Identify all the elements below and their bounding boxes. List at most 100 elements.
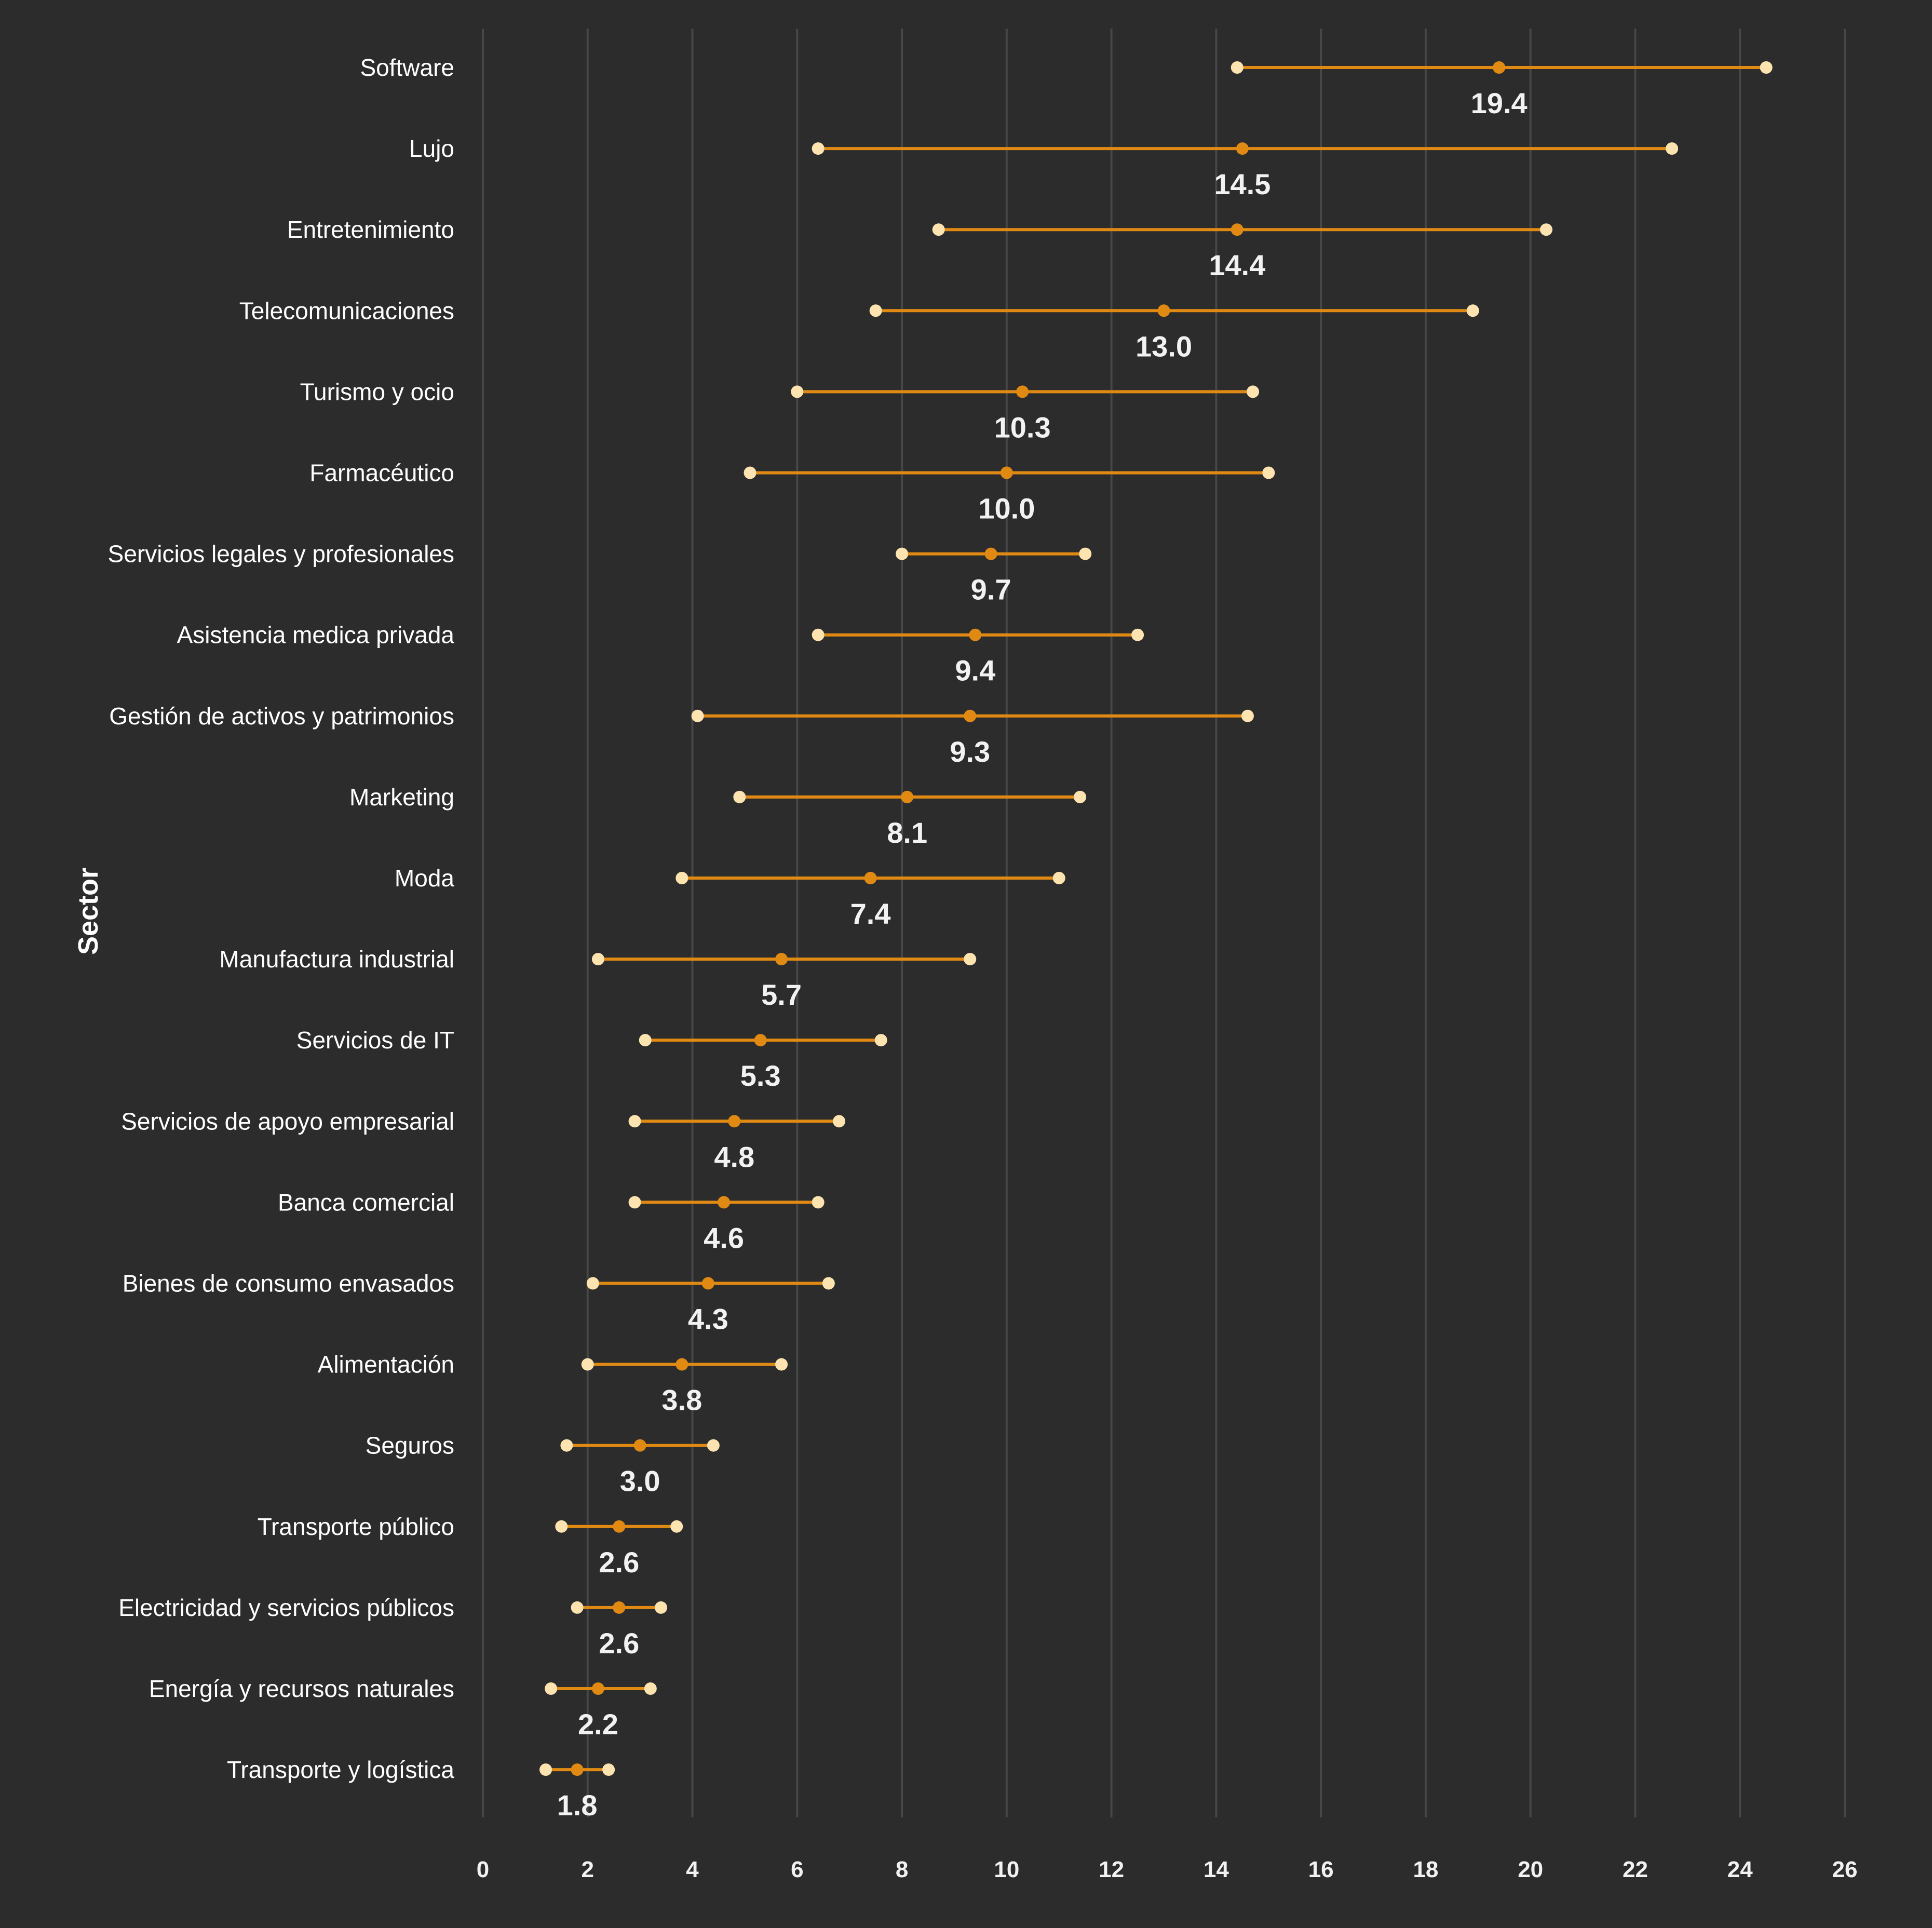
dumbbell-row: 1.8 — [539, 1763, 615, 1822]
max-marker — [833, 1115, 846, 1128]
max-marker — [1052, 872, 1065, 884]
x-tick-label: 0 — [477, 1857, 489, 1882]
min-marker — [628, 1115, 641, 1128]
max-marker — [655, 1601, 668, 1614]
value-label: 10.0 — [978, 492, 1035, 525]
median-marker — [675, 1358, 688, 1371]
min-marker — [1231, 61, 1244, 74]
dumbbell-row: 9.4 — [812, 628, 1144, 687]
x-tick-label: 10 — [994, 1857, 1019, 1882]
dumbbell-row: 4.3 — [586, 1277, 835, 1336]
gridlines — [482, 29, 1846, 1817]
max-marker — [1666, 142, 1679, 155]
median-marker — [728, 1115, 741, 1128]
category-label: Servicios de IT — [296, 1027, 454, 1054]
median-marker — [1016, 385, 1029, 398]
min-marker — [733, 790, 746, 803]
value-label: 13.0 — [1136, 330, 1192, 362]
dumbbell-row: 14.4 — [932, 223, 1552, 281]
dumbbell-row: 9.7 — [896, 547, 1092, 606]
x-tick-label: 16 — [1308, 1857, 1334, 1882]
max-marker — [1760, 61, 1773, 74]
min-marker — [545, 1682, 558, 1695]
dumbbell-row: 14.5 — [812, 142, 1679, 200]
max-marker — [1466, 304, 1479, 317]
y-axis-category-labels: Software Lujo Entretenimiento Telecomunicac… — [108, 54, 455, 1783]
x-tick-label: 22 — [1623, 1857, 1648, 1882]
min-marker — [791, 385, 804, 398]
x-tick-label: 18 — [1413, 1857, 1438, 1882]
category-label: Transporte público — [258, 1513, 454, 1540]
min-marker — [744, 466, 756, 479]
x-tick-label: 4 — [686, 1857, 699, 1882]
category-label: Gestión de activos y patrimonios — [109, 703, 454, 730]
value-label: 19.4 — [1471, 87, 1528, 119]
value-label: 4.3 — [688, 1303, 728, 1336]
min-marker — [869, 304, 882, 317]
value-label: 7.4 — [850, 897, 891, 930]
dumbbell-row: 5.3 — [639, 1034, 887, 1092]
value-label: 4.8 — [714, 1140, 754, 1173]
dumbbell-row: 3.8 — [581, 1358, 788, 1417]
x-axis-ticks: 0 2 4 6 8 10 12 14 16 18 20 22 24 26 — [477, 1857, 1858, 1882]
dumbbell-row: 9.3 — [691, 709, 1254, 768]
category-label: Entretenimiento — [287, 216, 454, 243]
dumbbell-row: 19.4 — [1231, 61, 1773, 119]
value-label: 9.3 — [950, 735, 990, 768]
median-marker — [1000, 466, 1013, 479]
category-label: Marketing — [349, 784, 454, 811]
value-label: 1.8 — [557, 1789, 598, 1822]
dumbbell-row: 2.2 — [545, 1682, 657, 1741]
min-marker — [932, 223, 945, 236]
x-tick-label: 26 — [1832, 1857, 1858, 1882]
min-marker — [555, 1520, 568, 1533]
value-label: 14.5 — [1214, 168, 1271, 200]
max-marker — [1241, 709, 1254, 722]
median-marker — [571, 1763, 584, 1776]
max-marker — [1074, 790, 1087, 803]
median-marker — [1231, 223, 1244, 236]
median-marker — [864, 872, 877, 884]
median-marker — [969, 628, 982, 641]
dumbbell-row: 7.4 — [675, 872, 1065, 930]
category-label: Alimentación — [318, 1351, 454, 1378]
dumbbell-row: 2.6 — [571, 1601, 668, 1660]
min-marker — [539, 1763, 552, 1776]
median-marker — [633, 1439, 646, 1452]
dumbbell-row: 13.0 — [869, 304, 1479, 362]
dumbbell-row: 3.0 — [560, 1439, 720, 1498]
median-marker — [754, 1034, 767, 1047]
category-label: Servicios de apoyo empresarial — [121, 1108, 454, 1135]
x-tick-label: 2 — [582, 1857, 594, 1882]
value-label: 4.6 — [704, 1221, 744, 1254]
median-marker — [613, 1601, 626, 1614]
min-marker — [586, 1277, 599, 1290]
min-marker — [628, 1196, 641, 1209]
max-marker — [775, 1358, 788, 1371]
max-marker — [812, 1196, 825, 1209]
min-marker — [571, 1601, 584, 1614]
x-tick-label: 12 — [1099, 1857, 1124, 1882]
category-label: Turismo y ocio — [300, 378, 454, 405]
max-marker — [822, 1277, 835, 1290]
min-marker — [639, 1034, 652, 1047]
value-label: 5.3 — [740, 1059, 781, 1092]
category-label: Manufactura industrial — [219, 946, 454, 973]
value-label: 5.7 — [761, 978, 802, 1011]
min-marker — [675, 872, 688, 884]
category-label: Farmacéutico — [309, 460, 454, 487]
median-marker — [1493, 61, 1506, 74]
category-label: Servicios legales y profesionales — [108, 541, 454, 568]
max-marker — [670, 1520, 683, 1533]
x-tick-label: 24 — [1727, 1857, 1753, 1882]
category-label: Energía y recursos naturales — [149, 1675, 454, 1702]
category-label: Bienes de consumo envasados — [123, 1270, 454, 1297]
dumbbell-marks: 19.4 14.5 14.4 13.0 10.3 10.0 9.7 9.4 9.3 8.1 7.4 5… — [539, 61, 1773, 1822]
dumbbell-row: 5.7 — [591, 953, 977, 1011]
value-label: 9.7 — [971, 573, 1011, 606]
max-marker — [874, 1034, 887, 1047]
max-marker — [1247, 385, 1260, 398]
max-marker — [644, 1682, 657, 1695]
median-marker — [984, 547, 997, 560]
min-marker — [691, 709, 704, 722]
